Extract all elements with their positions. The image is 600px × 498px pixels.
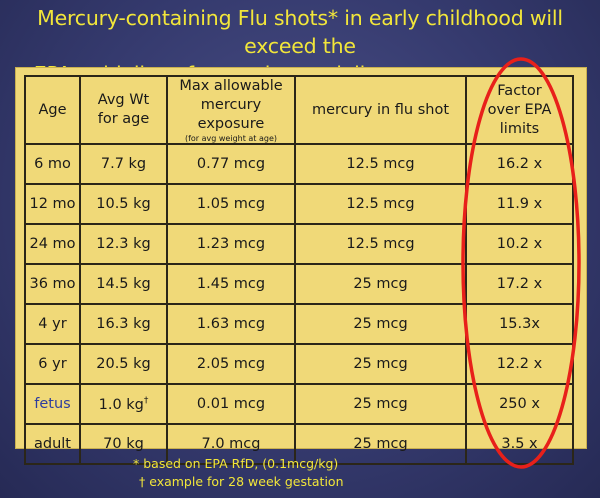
cell-age: adult bbox=[24, 423, 81, 465]
cell-age: 24 mo bbox=[24, 223, 81, 265]
cell-weight: 7.7 kg bbox=[79, 143, 168, 185]
cell-max-exposure: 1.23 mcg bbox=[166, 223, 296, 265]
title-line-1: Mercury-containing Flu shots* in early c… bbox=[37, 6, 563, 58]
cell-flu-mercury: 12.5 mcg bbox=[294, 223, 467, 265]
weight-value: 1.0 kg bbox=[98, 396, 144, 413]
cell-age: 36 mo bbox=[24, 263, 81, 305]
cell-flu-mercury: 12.5 mcg bbox=[294, 183, 467, 225]
cell-max-exposure: 1.63 mcg bbox=[166, 303, 296, 345]
cell-max-exposure: 0.77 mcg bbox=[166, 143, 296, 185]
table-row: 24 mo 12.3 kg 1.23 mcg 12.5 mcg 10.2 x bbox=[24, 223, 574, 265]
cell-max-exposure: 0.01 mcg bbox=[166, 383, 296, 425]
table-row: 36 mo 14.5 kg 1.45 mcg 25 mcg 17.2 x bbox=[24, 263, 574, 305]
header-factor-over-epa: Factor over EPA limits bbox=[465, 75, 574, 145]
cell-flu-mercury: 25 mcg bbox=[294, 343, 467, 385]
mercury-exposure-table: Age Avg Wt for age Max allowable mercury… bbox=[24, 75, 574, 465]
cell-factor: 15.3x bbox=[465, 303, 574, 345]
cell-age: 4 yr bbox=[24, 303, 81, 345]
cell-age: 12 mo bbox=[24, 183, 81, 225]
table-header-row: Age Avg Wt for age Max allowable mercury… bbox=[24, 75, 574, 145]
cell-weight: 20.5 kg bbox=[79, 343, 168, 385]
table-row: fetus 1.0 kg† 0.01 mcg 25 mcg 250 x bbox=[24, 383, 574, 425]
cell-flu-mercury: 25 mcg bbox=[294, 303, 467, 345]
mercury-table-panel: Age Avg Wt for age Max allowable mercury… bbox=[15, 67, 587, 465]
cell-age: 6 mo bbox=[24, 143, 81, 185]
footnotes: * based on EPA RfD, (0.1mcg/kg) † exampl… bbox=[133, 455, 344, 491]
cell-weight: 70 kg bbox=[79, 423, 168, 465]
cell-factor: 250 x bbox=[465, 383, 574, 425]
cell-age: fetus bbox=[24, 383, 81, 425]
footnote-gestation: † example for 28 week gestation bbox=[139, 474, 344, 489]
cell-flu-mercury: 25 mcg bbox=[294, 383, 467, 425]
cell-factor: 11.9 x bbox=[465, 183, 574, 225]
cell-factor: 16.2 x bbox=[465, 143, 574, 185]
cell-factor: 3.5 x bbox=[465, 423, 574, 465]
header-max-note: (for avg weight at age) bbox=[184, 134, 278, 143]
cell-max-exposure: 2.05 mcg bbox=[166, 343, 296, 385]
cell-age: 6 yr bbox=[24, 343, 81, 385]
footnote-epa-rfd: * based on EPA RfD, (0.1mcg/kg) bbox=[133, 456, 339, 471]
cell-factor: 17.2 x bbox=[465, 263, 574, 305]
table-row: 6 yr 20.5 kg 2.05 mcg 25 mcg 12.2 x bbox=[24, 343, 574, 385]
header-avg-weight: Avg Wt for age bbox=[79, 75, 168, 145]
table-row: 12 mo 10.5 kg 1.05 mcg 12.5 mcg 11.9 x bbox=[24, 183, 574, 225]
cell-max-exposure: 1.05 mcg bbox=[166, 183, 296, 225]
cell-flu-mercury: 12.5 mcg bbox=[294, 143, 467, 185]
header-flu-shot-mercury: mercury in flu shot bbox=[294, 75, 467, 145]
cell-weight: 12.3 kg bbox=[79, 223, 168, 265]
cell-weight: 1.0 kg† bbox=[79, 383, 168, 425]
cell-weight: 16.3 kg bbox=[79, 303, 168, 345]
header-max-allowable: Max allowable mercury exposure (for avg … bbox=[166, 75, 296, 145]
cell-flu-mercury: 25 mcg bbox=[294, 423, 467, 465]
cell-weight: 14.5 kg bbox=[79, 263, 168, 305]
dagger-mark: † bbox=[143, 395, 149, 406]
table-row: 6 mo 7.7 kg 0.77 mcg 12.5 mcg 16.2 x bbox=[24, 143, 574, 185]
cell-factor: 10.2 x bbox=[465, 223, 574, 265]
cell-max-exposure: 1.45 mcg bbox=[166, 263, 296, 305]
cell-factor: 12.2 x bbox=[465, 343, 574, 385]
cell-weight: 10.5 kg bbox=[79, 183, 168, 225]
header-age: Age bbox=[24, 75, 81, 145]
cell-max-exposure: 7.0 mcg bbox=[166, 423, 296, 465]
cell-flu-mercury: 25 mcg bbox=[294, 263, 467, 305]
table-row: 4 yr 16.3 kg 1.63 mcg 25 mcg 15.3x bbox=[24, 303, 574, 345]
